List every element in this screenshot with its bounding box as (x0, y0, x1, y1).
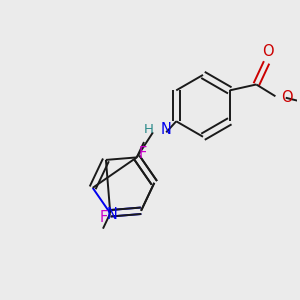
Text: N: N (160, 122, 171, 137)
Text: O: O (262, 44, 274, 59)
Text: F: F (99, 210, 108, 225)
Text: H: H (144, 123, 154, 136)
Text: O: O (281, 90, 292, 105)
Text: F: F (138, 146, 147, 161)
Text: N: N (106, 207, 117, 222)
